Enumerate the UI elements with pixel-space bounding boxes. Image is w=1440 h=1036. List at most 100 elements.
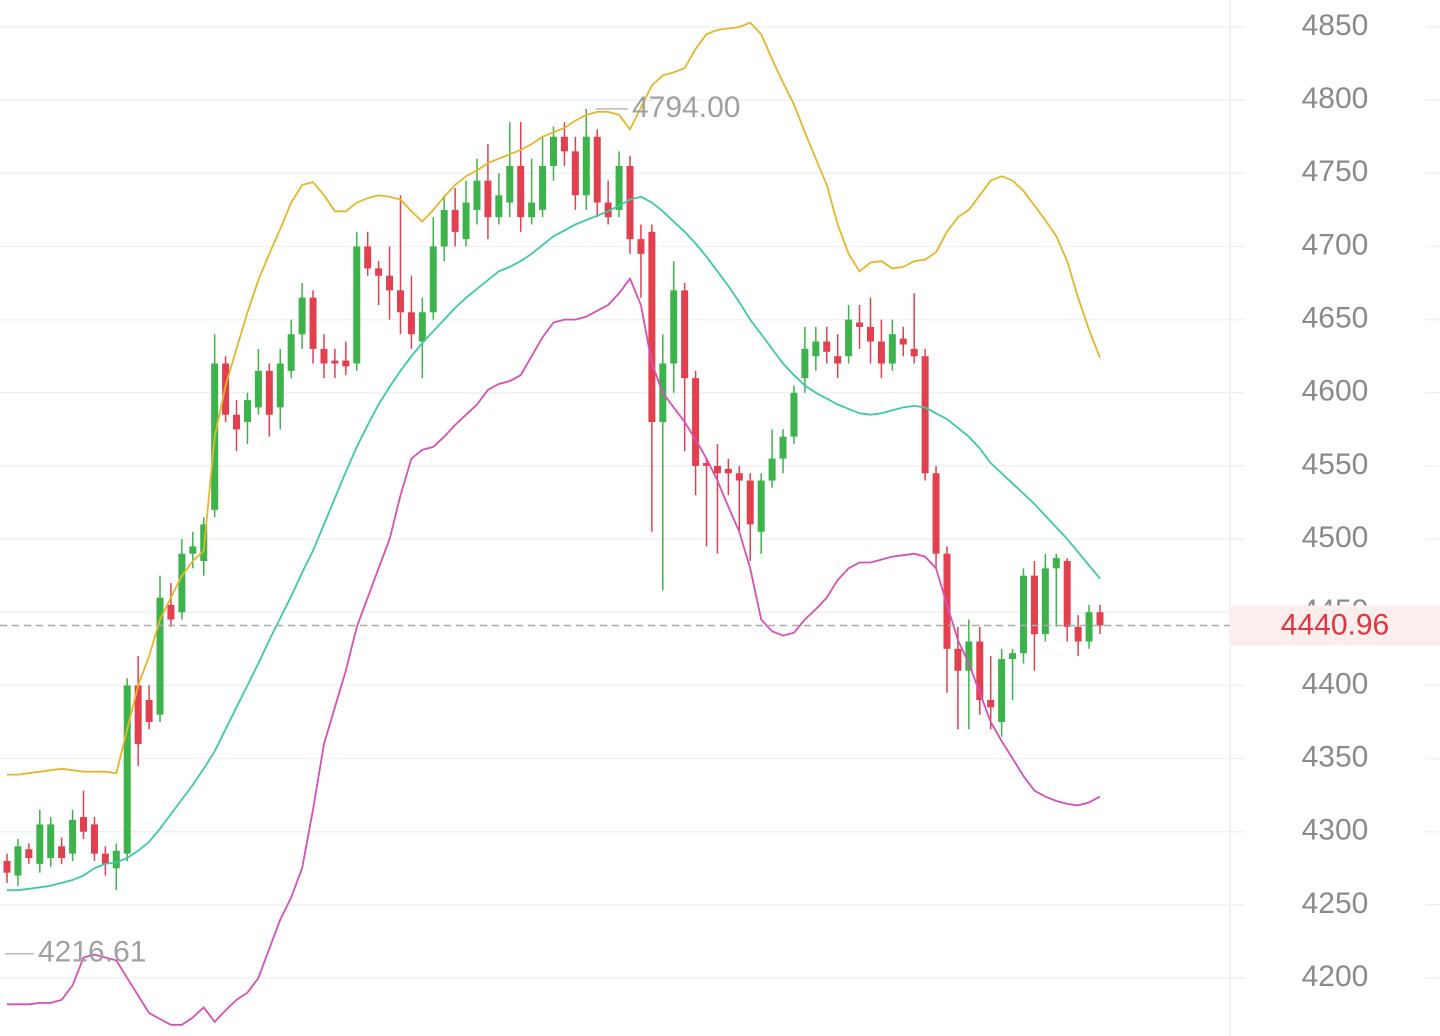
candle-body — [888, 334, 896, 364]
y-tick-label: 4600 — [1302, 375, 1369, 408]
candle-body — [965, 641, 973, 671]
candle-body — [451, 209, 459, 232]
band-line — [7, 21, 1101, 776]
y-tick-label: 4500 — [1302, 521, 1369, 554]
candle-body — [539, 165, 547, 210]
candle-body — [550, 136, 557, 166]
candle-body — [418, 312, 426, 342]
candle-body — [331, 360, 339, 364]
y-tick-label: 4250 — [1302, 887, 1369, 920]
candle-body — [823, 341, 831, 352]
candle-body — [495, 195, 503, 218]
candle-body — [189, 546, 197, 554]
candle-body — [582, 136, 590, 196]
candle-body — [429, 246, 437, 313]
candle-body — [101, 853, 109, 864]
candle-body — [648, 231, 656, 423]
candle-body — [506, 165, 514, 203]
candle-body — [123, 685, 131, 854]
candle-body — [528, 202, 536, 218]
band-line — [7, 276, 1101, 1026]
price-label: 4440.96 — [1281, 608, 1389, 641]
candle-body — [1096, 612, 1104, 626]
y-tick-label: 4550 — [1302, 448, 1369, 481]
candle-body — [407, 312, 415, 335]
candle-body — [298, 297, 306, 335]
candle-body — [364, 246, 372, 269]
candle-body — [1052, 558, 1060, 569]
y-tick-label: 4350 — [1302, 740, 1369, 773]
candle-body — [276, 363, 284, 408]
candle-body — [1041, 568, 1049, 635]
y-tick-label: 4650 — [1302, 302, 1369, 335]
candle-body — [243, 400, 251, 423]
candle-body — [440, 209, 448, 247]
y-tick-label: 4400 — [1302, 667, 1369, 700]
candle-body — [1063, 561, 1071, 627]
candle-body — [265, 370, 273, 415]
candle-body — [80, 817, 88, 832]
candle-body — [713, 465, 721, 474]
candle-body — [473, 180, 481, 210]
candle-body — [1074, 626, 1082, 642]
candle-body — [112, 850, 120, 869]
candle-body — [320, 348, 328, 364]
candle-body — [233, 414, 241, 430]
candle-body — [396, 290, 404, 313]
candle-body — [735, 473, 743, 481]
candle-body — [976, 641, 984, 701]
candle-body — [615, 165, 623, 210]
y-tick-label: 4850 — [1302, 9, 1369, 42]
y-tick-label: 4700 — [1302, 228, 1369, 261]
candle-body — [58, 846, 66, 859]
candle-body — [812, 341, 820, 357]
candle-body — [1030, 575, 1038, 635]
candle-body — [36, 824, 44, 864]
y-tick-label: 4800 — [1302, 82, 1369, 115]
candle-body — [134, 685, 142, 744]
candle-body — [342, 360, 350, 367]
low-marker-label: 4216.61 — [38, 936, 146, 969]
candle-body — [462, 202, 470, 240]
candle-body — [998, 659, 1006, 722]
candle-body — [375, 268, 383, 276]
candle-body — [834, 356, 842, 364]
candle-body — [626, 165, 634, 240]
candle-body — [692, 378, 700, 466]
candle-body — [954, 648, 962, 671]
candle-body — [637, 239, 645, 254]
candle-body — [156, 597, 164, 715]
candle-body — [899, 338, 907, 345]
candle-body — [254, 370, 262, 408]
candle-body — [145, 700, 153, 722]
candle-body — [1085, 612, 1093, 642]
candle-body — [1009, 653, 1017, 660]
candle-body — [593, 136, 601, 203]
candle-body — [178, 553, 186, 613]
y-tick-label: 4200 — [1302, 960, 1369, 993]
candle-body — [287, 334, 295, 371]
candle-body — [309, 297, 317, 349]
candle-body — [353, 246, 361, 364]
candle-body — [703, 462, 711, 466]
candle-body — [724, 468, 732, 474]
band-line — [7, 195, 1101, 892]
candle-body — [1019, 575, 1027, 654]
candle-body — [47, 824, 55, 859]
candle-body — [604, 202, 612, 218]
candle-body — [877, 341, 885, 364]
candle-body — [932, 473, 940, 554]
candle-body — [517, 165, 525, 218]
candle-body — [845, 319, 853, 357]
candle-body — [69, 819, 77, 854]
candle-body — [25, 849, 33, 859]
candle-body — [801, 348, 809, 379]
candle-body — [560, 136, 568, 152]
candle-body — [746, 480, 754, 525]
candle-body — [386, 275, 394, 291]
price-label-bg — [1230, 605, 1440, 646]
candle-body — [987, 700, 995, 708]
candle-body — [866, 326, 874, 342]
